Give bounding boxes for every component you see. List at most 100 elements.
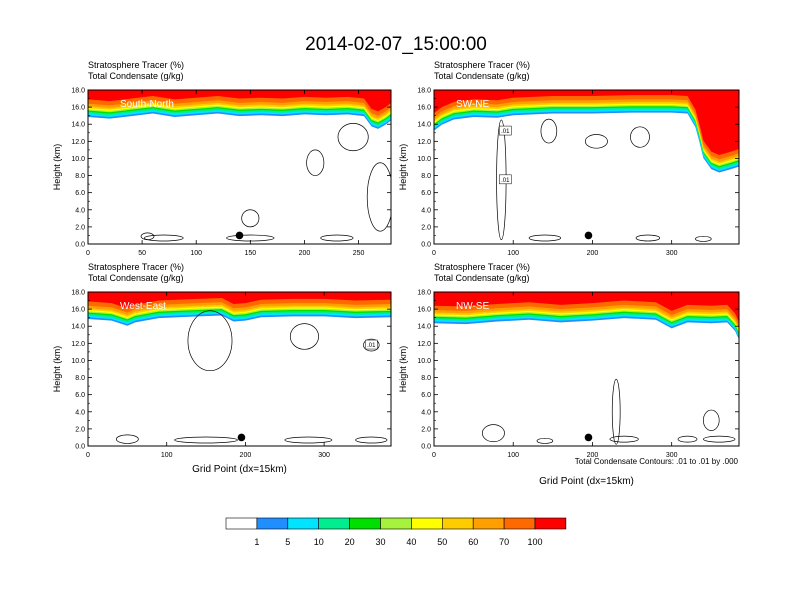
y-tick-label: 4.0 (421, 409, 431, 416)
y-tick-label: 4.0 (75, 409, 85, 416)
condensate-contour (241, 209, 260, 228)
x-tick-label: 200 (299, 250, 311, 257)
y-tick-label: 8.0 (421, 375, 431, 382)
y-tick-label: 14.0 (417, 324, 431, 331)
contour-label: .01 (501, 129, 510, 135)
y-tick-label: 6.0 (75, 190, 85, 197)
figure-title: 2014-02-07_15:00:00 (305, 34, 487, 55)
condensate-contour (289, 323, 319, 350)
y-tick-label: 14.0 (71, 324, 85, 331)
y-tick-label: 10.0 (71, 156, 85, 163)
location-marker (235, 231, 244, 240)
x-tick-label: 0 (86, 452, 90, 459)
y-tick-label: 2.0 (421, 426, 431, 433)
location-marker (584, 433, 593, 442)
condensate-contour (611, 378, 621, 445)
y-axis-label: Height (km) (398, 144, 408, 191)
legend-swatch (225, 517, 258, 530)
condensate-contour (630, 126, 650, 148)
legend-swatch (441, 517, 474, 530)
y-tick-label: 18.0 (417, 290, 431, 297)
tracer-band-10 (88, 292, 391, 309)
panel-label: West-East (120, 301, 166, 312)
legend-swatch (472, 517, 505, 530)
y-tick-label: 4.0 (421, 207, 431, 214)
tracer-band-5 (434, 90, 739, 167)
x-tick-label: 250 (353, 250, 365, 257)
x-tick-label: 0 (432, 250, 436, 257)
x-tick-label: 100 (507, 452, 519, 459)
panel-label: NW-SE (456, 301, 489, 312)
condensate-contour (320, 234, 354, 242)
legend-swatch (503, 517, 536, 530)
condensate-contour (115, 434, 139, 444)
condensate-contour (355, 436, 388, 444)
tracer-field (88, 90, 391, 242)
condensate-contour (284, 436, 333, 444)
y-tick-label: 14.0 (417, 122, 431, 129)
panel-subtitle: Total Condensate (g/kg) (88, 71, 184, 81)
panel-subtitle: Total Condensate (g/kg) (434, 71, 530, 81)
y-tick-label: 10.0 (417, 156, 431, 163)
x-tick-label: 200 (587, 250, 599, 257)
y-tick-label: 10.0 (417, 358, 431, 365)
y-tick-label: 2.0 (421, 224, 431, 231)
y-tick-label: 18.0 (71, 88, 85, 95)
legend-label: 60 (468, 537, 478, 547)
y-tick-label: 6.0 (421, 190, 431, 197)
y-axis-label: Height (km) (52, 144, 62, 191)
legend-label: 20 (345, 537, 355, 547)
y-tick-label: 12.0 (71, 139, 85, 146)
y-tick-label: 6.0 (421, 392, 431, 399)
x-tick-label: 150 (244, 250, 256, 257)
y-tick-label: 16.0 (417, 307, 431, 314)
y-tick-label: 0.0 (421, 444, 431, 451)
panel-title: Stratosphere Tracer (%) (88, 262, 184, 272)
y-tick-label: 4.0 (75, 207, 85, 214)
y-axis-label: Height (km) (52, 346, 62, 393)
panel-sw-ne: .01 .01 SW-NE Stratosphere Tracer (%)Total … (398, 60, 740, 257)
x-tick-label: 0 (432, 452, 436, 459)
y-tick-label: 16.0 (71, 307, 85, 314)
tracer-band-4 (434, 90, 739, 168)
y-tick-label: 2.0 (75, 426, 85, 433)
panel-subtitle: Total Condensate (g/kg) (434, 273, 530, 283)
legend-swatch (318, 517, 350, 530)
condensate-contour (306, 149, 325, 176)
tracer-band-max (434, 292, 739, 316)
location-marker (584, 231, 593, 240)
x-tick-label: 50 (138, 250, 146, 257)
contour-note: Total Condensate Contours: .01 to .01 by… (575, 457, 739, 466)
legend-label: 5 (285, 537, 290, 547)
condensate-contour (540, 118, 558, 144)
condensate-contour (140, 232, 155, 241)
contour-label: .01 (501, 178, 510, 184)
panel-south-north: South-North Stratosphere Tracer (%)Total … (52, 60, 392, 257)
colorbar-legend: 1 5 10 20 30 40 50 60 70 100 (225, 517, 567, 547)
contour-label-box (499, 174, 512, 185)
y-tick-label: 0.0 (75, 444, 85, 451)
legend-swatch (256, 517, 289, 530)
panel-west-east: .01 West-East Stratosphere Tracer (%)Total… (52, 262, 392, 475)
panel-subtitle: Total Condensate (g/kg) (88, 273, 184, 283)
y-tick-label: 12.0 (417, 341, 431, 348)
condensate-contour (584, 134, 608, 149)
y-tick-label: 18.0 (71, 290, 85, 297)
condensate-contour (528, 234, 562, 242)
x-tick-label: 300 (666, 250, 678, 257)
condensate-contour (481, 424, 505, 443)
x-tick-label: 0 (86, 250, 90, 257)
y-tick-label: 16.0 (71, 105, 85, 112)
legend-label: 70 (499, 537, 509, 547)
contour-label-box (365, 339, 378, 350)
condensate-contour (635, 234, 661, 242)
condensate-contour (143, 234, 184, 242)
condensate-contour (703, 409, 720, 431)
panel-label: SW-NE (456, 99, 489, 110)
y-tick-label: 2.0 (75, 224, 85, 231)
x-tick-label: 100 (161, 452, 173, 459)
panel-title: Stratosphere Tracer (%) (88, 60, 184, 70)
condensate-contour (337, 123, 369, 152)
